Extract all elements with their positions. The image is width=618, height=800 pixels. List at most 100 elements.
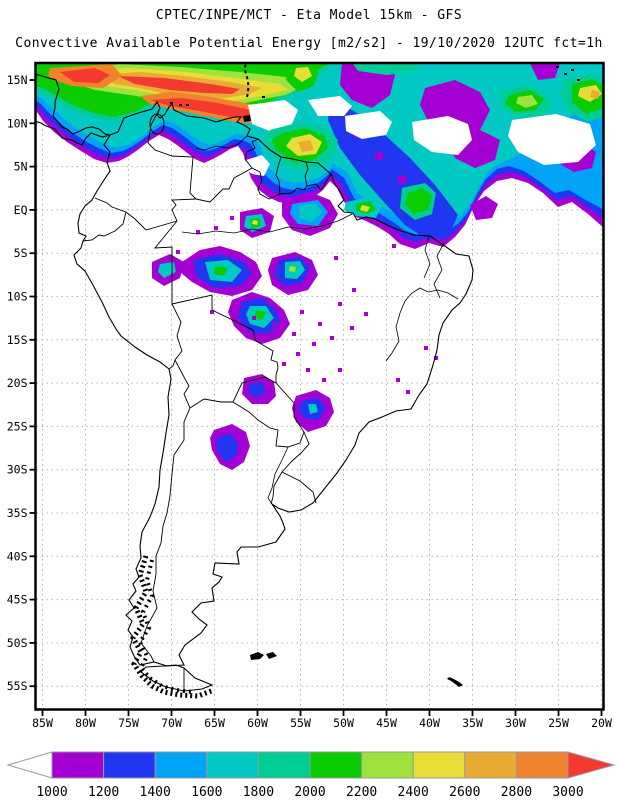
cape-shaded-field-shape — [516, 95, 538, 108]
country-borders-shape — [147, 107, 197, 200]
islands-shape — [447, 677, 463, 687]
cape-shaded-field-shape — [470, 196, 498, 220]
cape-shaded-field-shape — [289, 266, 296, 272]
lat-tick-label: 10N — [7, 116, 28, 130]
lat-tick-label: 40S — [7, 549, 28, 563]
colorbar-segment — [464, 751, 517, 779]
colorbar-segment — [412, 751, 466, 779]
lat-tick-label: 15S — [7, 333, 28, 347]
cape-shaded-field-shape — [216, 434, 238, 462]
lat-tick-label: 5N — [14, 160, 28, 174]
cape-shaded-field-shape — [355, 130, 406, 184]
lat-tick-label: 5S — [14, 246, 28, 260]
colorbar-tick-label: 1200 — [88, 785, 119, 800]
country-borders-shape — [168, 303, 183, 370]
lat-tick-label: 55S — [7, 679, 28, 693]
lon-tick-label: 20W — [591, 716, 612, 730]
rivers-shape — [195, 135, 248, 151]
cape-shaded-field-shape — [590, 90, 600, 99]
colorbar-tick-label: 1400 — [140, 785, 171, 800]
country-borders-shape — [279, 185, 308, 195]
cape-shaded-field-shape — [308, 404, 318, 414]
islands-shape — [243, 115, 251, 122]
colorbar-segment — [361, 751, 414, 779]
rivers-shape — [385, 287, 459, 362]
colorbar-segment — [103, 751, 156, 779]
colorbar-segment — [206, 751, 259, 779]
country-borders-shape — [195, 167, 253, 203]
rivers-shape — [433, 242, 445, 299]
country-borders-shape — [140, 407, 191, 663]
country-borders — [82, 107, 332, 691]
fjords-speckle-shape — [130, 555, 215, 699]
colorbar-tick-label: 2600 — [449, 785, 480, 800]
cape-shaded-field-shape — [252, 220, 258, 225]
cape-shaded-field-shape — [405, 188, 432, 214]
cape-shaded-field-shape — [298, 140, 314, 152]
axis-ticks-and-labels: 15N 10N 5N EQ 5S 10S 15S 20S 25S 30S 35S 40S 45S 50S 5… — [7, 73, 612, 730]
cape-shaded-field-shape — [60, 68, 110, 83]
lat-tick-label: 20S — [7, 376, 28, 390]
country-borders-shape — [174, 359, 191, 409]
geography-layer — [36, 64, 580, 699]
colorbar-tick-label: 2800 — [501, 785, 532, 800]
islands-shape — [564, 73, 567, 75]
lat-tick-label: 10S — [7, 290, 28, 304]
islands-shape — [170, 102, 173, 104]
islands-shape — [266, 652, 277, 659]
islands-shape — [250, 652, 264, 660]
page-subtitle: Convective Available Potential Energy [m… — [15, 36, 603, 51]
colorbar-tick-label: 2000 — [294, 785, 325, 800]
lat-tick-label: 35S — [7, 506, 28, 520]
colorbar-right-arrow — [567, 751, 616, 779]
lat-tick-label: EQ — [14, 203, 28, 217]
lat-tick-label: 50S — [7, 636, 28, 650]
cape-shaded-field-shape — [308, 96, 352, 116]
islands-shape — [186, 104, 189, 106]
lat-tick-label: 45S — [7, 593, 28, 607]
lon-tick-label: 40W — [419, 716, 440, 730]
colorbar-left-arrow — [6, 751, 53, 779]
country-borders-shape — [232, 401, 305, 448]
fjords-speckle-shape — [137, 559, 193, 694]
islands — [170, 66, 580, 687]
colorbar-tick-label: 3000 — [552, 785, 583, 800]
colorbar-legend: 1000 1200 1400 1600 1800 2000 2200 2400 2600 2800… — [6, 751, 616, 800]
rivers-shape — [423, 235, 431, 279]
rivers-shape — [181, 213, 353, 235]
coastline-central-america — [36, 73, 111, 146]
colorbar-tick-label: 1000 — [36, 785, 67, 800]
coastline-south-america — [73, 100, 474, 667]
lat-tick-label: 30S — [7, 463, 28, 477]
lat-tick-label: 15N — [7, 73, 28, 87]
country-borders-shape — [275, 156, 282, 195]
rivers-shape — [267, 446, 289, 505]
lat-tick-label: 25S — [7, 419, 28, 433]
cape-shaded-field-shape — [248, 100, 298, 132]
colorbar-segment — [257, 751, 311, 779]
lon-tick-label: 45W — [376, 716, 397, 730]
colorbar-tick-label: 2200 — [346, 785, 377, 800]
cape-shaded-field-shape — [118, 76, 240, 94]
islands-shape — [556, 66, 559, 68]
country-borders-shape — [154, 220, 178, 304]
cape-shaded-field-shape — [298, 204, 322, 222]
country-borders-shape — [125, 211, 178, 231]
fjords-speckle — [130, 555, 215, 699]
lon-tick-label: 65W — [204, 716, 225, 730]
lon-tick-label: 70W — [161, 716, 182, 730]
colorbar-segment — [515, 751, 569, 779]
cape-shaded-field-shape — [508, 114, 596, 165]
cape-shaded-field-shape — [412, 116, 472, 155]
coastline-tierra-del-fuego — [140, 664, 214, 692]
cape-shaded-field — [36, 64, 603, 470]
country-borders-shape — [251, 167, 281, 200]
cape-shaded-field-shape — [530, 64, 560, 80]
country-borders-shape — [171, 294, 279, 383]
country-borders-shape — [94, 197, 127, 213]
country-borders-shape — [270, 431, 310, 505]
colorbar-tick-label: 2400 — [398, 785, 429, 800]
rivers — [181, 135, 459, 505]
lon-tick-label: 50W — [333, 716, 354, 730]
country-borders-shape — [304, 161, 309, 187]
